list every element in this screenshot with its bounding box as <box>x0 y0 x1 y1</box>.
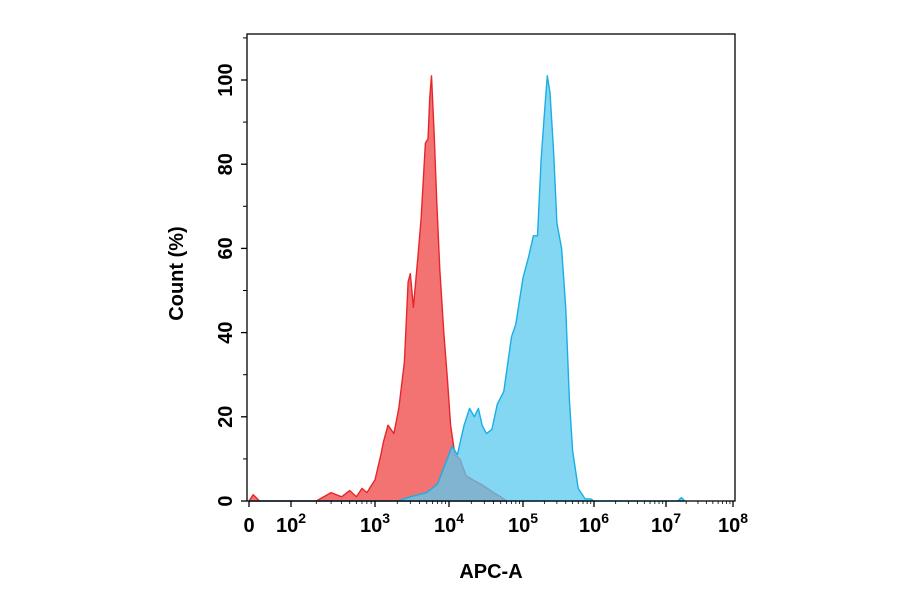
y-tick-label: 80 <box>215 153 237 175</box>
x-tick-label: 106 <box>579 510 609 537</box>
x-tick-label: 107 <box>651 510 681 537</box>
x-axis: 0 102 103 104 105 106 107 108 <box>243 501 748 537</box>
y-tick-label: 0 <box>215 495 237 506</box>
x-tick-label: 0 <box>243 515 254 537</box>
y-axis-title: Count (%) <box>166 226 188 320</box>
x-tick-label: 104 <box>434 510 464 537</box>
x-tick-label: 105 <box>508 510 538 537</box>
y-tick-label: 20 <box>215 406 237 428</box>
x-axis-title: APC-A <box>459 561 522 583</box>
x-tick-label: 103 <box>360 510 390 537</box>
y-tick-label: 40 <box>215 321 237 343</box>
histogram-series-2 <box>248 75 686 502</box>
x-tick-label: 108 <box>718 510 748 537</box>
y-tick-label: 60 <box>215 237 237 259</box>
y-tick-label: 100 <box>215 63 237 96</box>
series-layer <box>248 75 686 502</box>
plot-frame <box>246 33 736 502</box>
y-axis: 0 20 40 60 80 100 <box>215 37 247 507</box>
x-tick-label: 102 <box>276 510 306 537</box>
